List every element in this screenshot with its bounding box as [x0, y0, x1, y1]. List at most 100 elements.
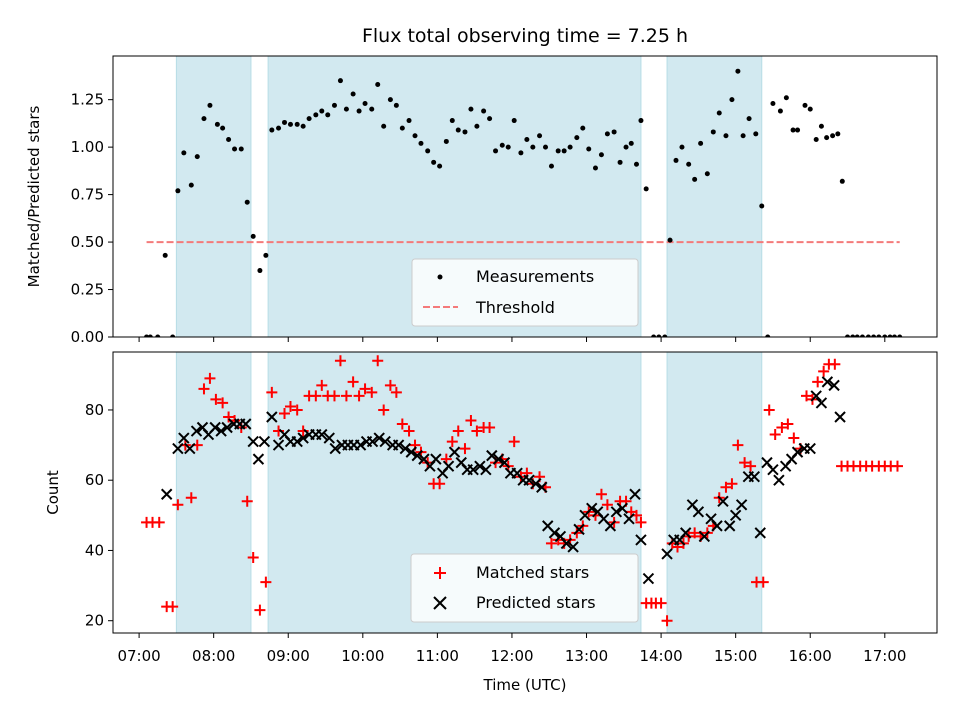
predicted-stars-point [258, 435, 271, 448]
matched-stars-point [247, 551, 259, 563]
chart-title: Flux total observing time = 7.25 h [362, 25, 688, 47]
measurements-legend-marker [437, 274, 443, 280]
measurements-point [468, 106, 474, 112]
matched-stars-point [353, 390, 365, 402]
measurements-point [181, 150, 187, 156]
top-y-tick-label: 0.25 [71, 281, 104, 299]
matched-stars-point [601, 499, 613, 511]
measurements-point [313, 112, 319, 118]
predicted-stars-point [172, 442, 184, 455]
bottom-y-tick-label: 60 [85, 471, 104, 489]
predicted-stars-point [184, 442, 196, 455]
measurements-point [155, 334, 161, 337]
measurements-point [865, 334, 871, 337]
top-y-tick-label: 1.25 [71, 91, 104, 109]
measurements-point [244, 199, 250, 205]
measurements-point [337, 78, 343, 84]
measurements-point [839, 178, 845, 184]
matched-stars-point [812, 376, 824, 388]
measurements-point [343, 106, 349, 112]
predicted-stars-point [530, 478, 542, 490]
measurements-point [656, 334, 662, 337]
measurements-point [282, 119, 288, 125]
measurements-point [147, 334, 153, 337]
predicted-stars-point [354, 439, 367, 451]
measurements-point [462, 129, 468, 135]
matched-stars-point [185, 492, 197, 504]
measurements-point [257, 268, 263, 274]
predicted-stars-point [698, 530, 711, 543]
predicted-stars-point [616, 502, 629, 515]
measurements-point [537, 133, 543, 139]
predicted-stars-point [486, 449, 498, 462]
measurements-point [443, 138, 449, 144]
measurements-point [643, 186, 649, 192]
predicted-stars-point [291, 435, 303, 448]
matched-stars-point [279, 407, 291, 419]
matched-stars-point [340, 390, 352, 402]
matched-stars-point [739, 457, 751, 469]
measurements-point [425, 148, 431, 154]
matched-stars-point [204, 372, 216, 384]
predicted-legend-label: Predicted stars [476, 593, 596, 612]
measurements-point [524, 137, 530, 143]
predicted-stars-point [297, 432, 309, 444]
measurements-point [574, 135, 580, 141]
matched-stars-point [726, 478, 738, 490]
measurements-point [698, 140, 704, 146]
predicted-stars-point [178, 432, 190, 444]
predicted-stars-point [190, 425, 203, 437]
predicted-stars-point [316, 428, 328, 441]
predicted-stars-point [729, 509, 742, 522]
predicted-stars-point [215, 425, 227, 437]
measurements-point [783, 95, 789, 101]
measurements-point [381, 123, 387, 129]
predicted-stars-point [810, 390, 822, 402]
x-tick-label: 07:00 [117, 647, 160, 665]
predicted-stars-point [748, 470, 761, 483]
predicted-stars-point [411, 449, 423, 462]
matched-stars-point [720, 481, 732, 493]
matched-stars-point [434, 478, 446, 490]
matched-stars-point [291, 404, 303, 416]
matched-stars-point [198, 383, 210, 395]
measurements-point [807, 106, 813, 112]
matched-stars-point [266, 386, 278, 398]
measurements-point [493, 148, 499, 154]
matched-stars-point [167, 601, 179, 613]
matched-stars-point [689, 527, 701, 539]
bottom-y-axis-label: Count [44, 470, 62, 515]
top-observing-window-1 [175, 56, 252, 337]
measurements-point [207, 102, 213, 108]
measurements-point [735, 68, 741, 74]
measurements-point [753, 131, 759, 137]
measurements-point [835, 131, 841, 137]
measurements-point [729, 97, 735, 103]
predicted-stars-point [834, 411, 846, 423]
predicted-stars-point [480, 463, 492, 476]
predicted-stars-point [442, 460, 455, 472]
predicted-stars-point [247, 435, 259, 448]
measurements-point [704, 171, 710, 177]
matched-stars-point [459, 443, 471, 455]
predicted-stars-point [815, 397, 828, 409]
matched-stars-point [776, 422, 788, 434]
predicted-stars-point [623, 513, 635, 525]
measurements-point [369, 106, 375, 112]
measurements-point [499, 142, 505, 148]
measurements-point [710, 129, 716, 135]
measurements-point [530, 144, 536, 150]
predicted-stars-point [642, 572, 655, 585]
measurements-point [598, 152, 604, 158]
matched-stars-point [891, 460, 903, 472]
matched-stars-point [801, 390, 813, 402]
predicted-stars-point [272, 439, 285, 451]
matched-stars-point [782, 418, 794, 430]
matched-stars-point [484, 422, 496, 434]
bottom-y-tick-label: 40 [85, 541, 104, 559]
measurements-point [854, 334, 860, 337]
matched-stars-point [818, 365, 830, 377]
measurements-point [850, 334, 856, 337]
predicted-stars-point [567, 541, 579, 553]
